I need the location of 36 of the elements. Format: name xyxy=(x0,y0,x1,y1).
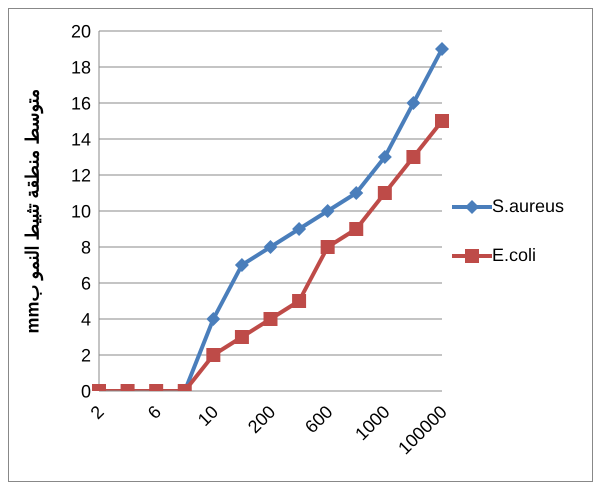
y-tick-label: 0 xyxy=(80,381,91,402)
y-tick-label: 10 xyxy=(70,201,91,222)
legend-label: E.coli xyxy=(492,245,536,266)
point xyxy=(378,186,392,200)
point xyxy=(292,222,306,236)
y-tick-label: 6 xyxy=(80,273,91,294)
y-tick-label: 12 xyxy=(70,165,91,186)
y-tick-label: 18 xyxy=(70,57,91,78)
point xyxy=(349,222,364,236)
y-axis-title: متوسط منطقة تثبيط النمو بmm xyxy=(22,88,44,334)
point xyxy=(206,312,220,326)
point xyxy=(320,204,335,218)
point xyxy=(435,114,449,128)
y-tick-label: 8 xyxy=(80,237,91,258)
point xyxy=(234,330,249,344)
point xyxy=(406,150,420,164)
x-tick-label: 600 xyxy=(301,402,336,438)
point xyxy=(292,294,306,308)
y-tick-label: 4 xyxy=(80,309,91,330)
point xyxy=(264,240,278,254)
point xyxy=(320,240,335,254)
y-tick-label: 16 xyxy=(70,93,91,114)
point xyxy=(206,348,220,362)
x-tick-label: 200 xyxy=(244,402,280,438)
point xyxy=(378,150,392,164)
legend-label: S.aureus xyxy=(492,196,564,217)
point xyxy=(349,186,364,200)
y-tick-label: 20 xyxy=(70,21,91,42)
x-tick-label: 10 xyxy=(194,402,222,430)
point xyxy=(234,258,249,272)
y-tick-label: 2 xyxy=(80,345,91,366)
x-tick-label: 6 xyxy=(144,402,165,423)
point xyxy=(264,312,278,326)
point xyxy=(406,96,420,110)
y-tick-label: 14 xyxy=(70,129,91,150)
point xyxy=(435,42,449,56)
